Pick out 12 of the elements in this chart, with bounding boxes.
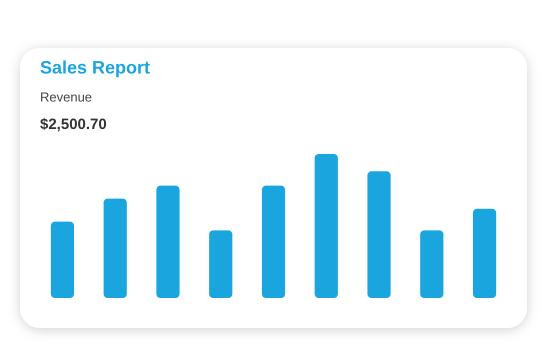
- bar: [104, 198, 127, 298]
- chart-subtitle: Revenue: [40, 89, 92, 104]
- chart-title: Sales Report: [40, 57, 150, 78]
- bar: [156, 186, 180, 298]
- bar: [50, 222, 74, 298]
- bar: [262, 186, 286, 298]
- bar: [420, 230, 444, 298]
- bar: [472, 208, 496, 298]
- bar: [367, 171, 391, 298]
- bar: [314, 154, 338, 298]
- text: $2,500.70: [40, 116, 107, 133]
- bar: [209, 230, 232, 298]
